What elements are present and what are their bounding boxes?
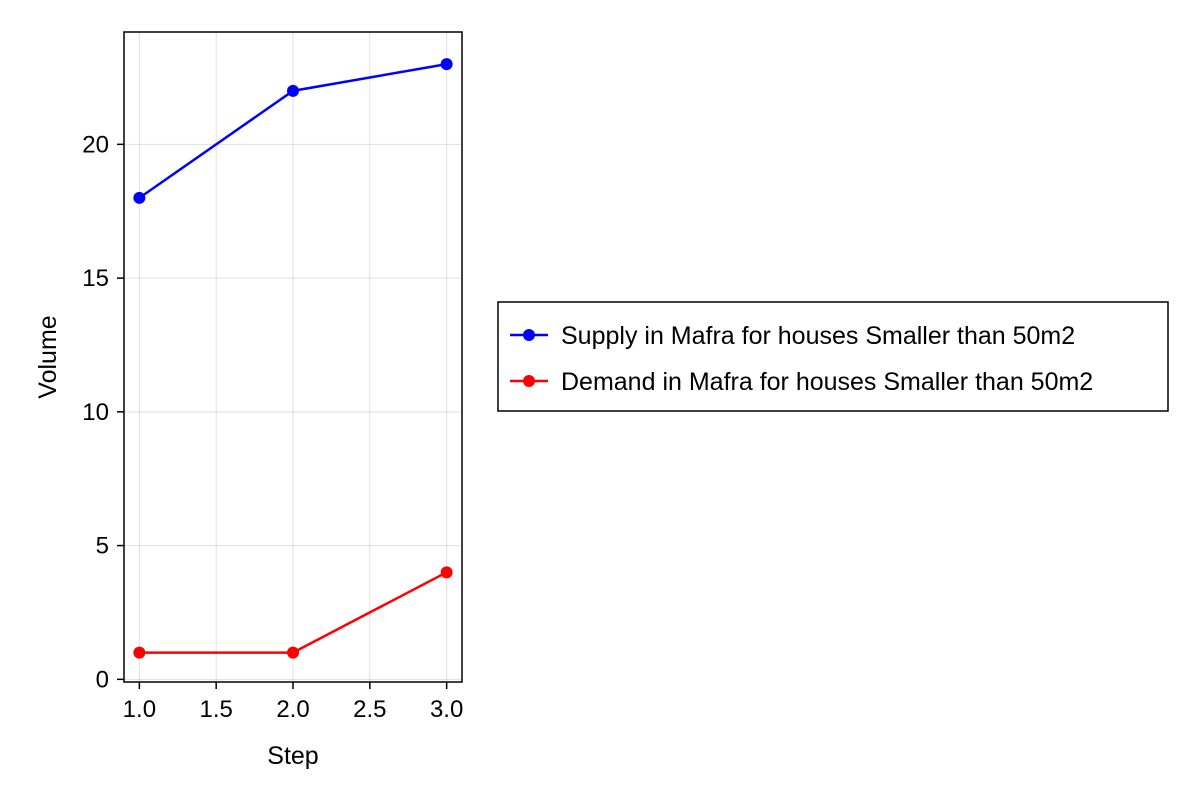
x-tick-label: 1.5 (199, 696, 232, 723)
y-tick-label: 0 (96, 666, 109, 693)
series-point-1 (287, 646, 299, 659)
grid (124, 32, 462, 682)
y-tick-label: 20 (82, 131, 109, 158)
series-layer (133, 58, 453, 659)
legend-label-0: Supply in Mafra for houses Smaller than … (561, 322, 1075, 350)
series-point-1 (133, 646, 146, 659)
x-tick-label: 1.0 (123, 696, 156, 723)
series-point-1 (440, 566, 453, 579)
y-tick-label: 10 (82, 399, 109, 426)
x-tick-label: 3.0 (430, 696, 463, 723)
series-point-0 (133, 191, 146, 204)
x-tick-label: 2.5 (353, 696, 386, 723)
x-axis-label: Step (267, 742, 318, 770)
legend-marker-1 (523, 375, 535, 387)
legend-box (497, 301, 1169, 412)
y-tick-label: 5 (96, 533, 109, 560)
y-axis-label: Volume (34, 315, 62, 398)
y-tick-label: 15 (82, 265, 109, 292)
x-tick-label: 2.0 (276, 696, 309, 723)
legend-marker-0 (523, 329, 535, 341)
series-point-0 (287, 84, 299, 97)
legend-label-1: Demand in Mafra for houses Smaller than … (561, 368, 1093, 396)
legend: Supply in Mafra for houses Smaller than … (497, 301, 1169, 412)
series-point-0 (440, 58, 453, 71)
ticks: 1.0 1.5 2.0 2.5 3.0 0 5 10 15 20 (82, 131, 463, 723)
